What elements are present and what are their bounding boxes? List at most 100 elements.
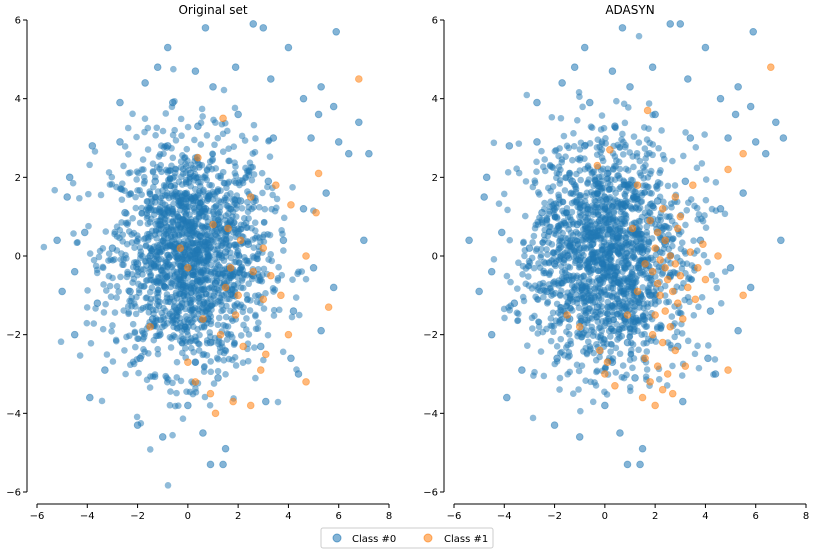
class-0-point bbox=[186, 176, 194, 183]
class-1-point bbox=[666, 322, 675, 331]
class-1-point bbox=[324, 303, 333, 311]
class-0-point bbox=[515, 310, 522, 318]
class-1-point bbox=[216, 330, 225, 339]
class-0-point bbox=[643, 366, 651, 373]
class-0-point bbox=[212, 119, 219, 126]
class-0-point bbox=[644, 335, 652, 343]
class-0-point bbox=[135, 335, 142, 342]
class-0-point bbox=[550, 260, 559, 268]
class-0-point bbox=[585, 176, 593, 183]
class-0-point bbox=[215, 314, 223, 322]
x-tick-label: 8 bbox=[803, 511, 809, 522]
class-0-point bbox=[490, 139, 498, 147]
class-0-point bbox=[569, 156, 576, 164]
class-0-point bbox=[577, 254, 585, 261]
class-0-point bbox=[70, 267, 79, 276]
class-0-point bbox=[583, 201, 590, 209]
class-0-point bbox=[621, 324, 628, 331]
class-0-point bbox=[593, 314, 600, 321]
class-0-point bbox=[245, 331, 253, 338]
class-0-point bbox=[264, 331, 272, 339]
class-0-point bbox=[227, 331, 235, 338]
class-1-point bbox=[671, 346, 680, 355]
class-1-point bbox=[701, 275, 710, 284]
class-0-point bbox=[197, 178, 204, 186]
class-0-point bbox=[683, 260, 691, 268]
class-0-point bbox=[250, 254, 258, 262]
class-0-point bbox=[590, 328, 597, 336]
class-0-point bbox=[695, 364, 703, 372]
class-0-point bbox=[223, 184, 230, 192]
class-1-point bbox=[673, 224, 682, 233]
class-0-point bbox=[565, 323, 573, 331]
class-0-point bbox=[504, 206, 511, 214]
class-0-point bbox=[616, 289, 624, 296]
class-0-point bbox=[593, 368, 600, 376]
class-0-point bbox=[619, 151, 627, 158]
class-0-point bbox=[204, 276, 212, 284]
class-1-point bbox=[355, 75, 363, 83]
class-0-point bbox=[129, 358, 137, 366]
class-0-point bbox=[88, 142, 97, 150]
class-0-point bbox=[686, 298, 693, 306]
class-0-point bbox=[586, 166, 594, 173]
class-0-point bbox=[575, 367, 583, 375]
class-0-point bbox=[169, 175, 177, 182]
class-0-point bbox=[57, 338, 65, 346]
class-0-point bbox=[243, 315, 250, 322]
class-0-point bbox=[640, 321, 648, 328]
class-0-point bbox=[502, 393, 511, 402]
class-0-point bbox=[242, 174, 249, 182]
class-0-point bbox=[600, 221, 608, 229]
class-0-point bbox=[610, 280, 617, 288]
class-0-point bbox=[607, 247, 615, 255]
y-tick-label: 0 bbox=[15, 252, 21, 263]
class-0-point bbox=[264, 177, 273, 186]
class-0-point bbox=[220, 86, 228, 94]
class-1-point bbox=[226, 263, 235, 272]
class-0-point bbox=[148, 315, 157, 323]
class-0-point bbox=[200, 364, 208, 371]
class-0-point bbox=[259, 233, 267, 241]
class-0-point bbox=[302, 275, 310, 283]
class-0-point bbox=[178, 181, 186, 188]
class-0-point bbox=[188, 319, 195, 326]
class-0-point bbox=[292, 294, 300, 301]
class-0-point bbox=[652, 338, 660, 345]
class-0-point bbox=[671, 182, 679, 189]
class-0-point bbox=[772, 118, 780, 127]
class-0-point bbox=[161, 239, 168, 247]
class-0-point bbox=[212, 203, 219, 211]
class-0-point bbox=[520, 297, 528, 305]
class-0-point bbox=[713, 284, 721, 292]
class-0-point bbox=[229, 356, 236, 364]
class-0-point bbox=[188, 295, 196, 303]
class-0-point bbox=[731, 110, 740, 119]
class-0-point bbox=[557, 252, 565, 260]
class-0-point bbox=[547, 187, 554, 195]
y-tick-label: −4 bbox=[423, 409, 438, 420]
class-0-point bbox=[573, 116, 581, 124]
class-0-point bbox=[165, 228, 173, 235]
class-0-point bbox=[162, 110, 170, 117]
class-1-point bbox=[206, 389, 215, 398]
class-0-point bbox=[198, 222, 206, 230]
class-0-point bbox=[251, 219, 259, 226]
class-0-point bbox=[140, 173, 148, 181]
class-0-point bbox=[207, 358, 215, 365]
class-0-point bbox=[140, 346, 147, 353]
class-0-point bbox=[514, 285, 521, 292]
class-0-point bbox=[525, 282, 533, 289]
class-0-point bbox=[635, 233, 643, 240]
class-0-point bbox=[118, 196, 126, 203]
class-0-point bbox=[153, 289, 161, 297]
class-0-point bbox=[134, 232, 141, 239]
x-tick-label: −4 bbox=[497, 511, 512, 522]
class-0-point bbox=[506, 236, 514, 244]
class-0-point bbox=[563, 276, 571, 284]
class-0-point bbox=[480, 193, 488, 201]
class-0-point bbox=[146, 252, 154, 260]
class-0-point bbox=[252, 312, 259, 320]
class-0-point bbox=[169, 218, 177, 225]
class-0-point bbox=[603, 391, 611, 398]
